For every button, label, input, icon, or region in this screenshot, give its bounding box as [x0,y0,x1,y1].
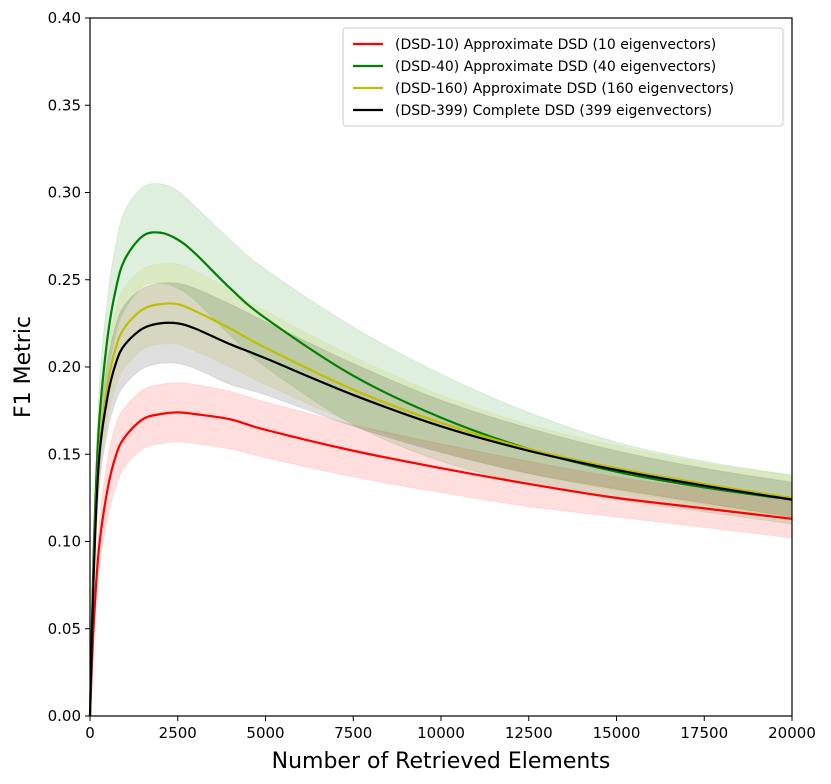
x-tick-label: 20000 [768,724,816,742]
x-tick-label: 12500 [505,724,553,742]
y-tick-label: 0.35 [48,96,81,114]
y-tick-label: 0.10 [48,533,81,551]
x-tick-label: 2500 [159,724,197,742]
y-tick-label: 0.40 [48,9,81,27]
legend: (DSD-10) Approximate DSD (10 eigenvector… [342,27,784,127]
x-axis-label: Number of Retrieved Elements [272,749,611,774]
y-axis-ticks: 0.00 0.05 0.10 0.15 0.20 0.25 0.30 0.35 0.40 [48,9,90,725]
legend-label-0: (DSD-10) Approximate DSD (10 eigenvector… [395,37,716,53]
series-3-line [88,321,793,717]
legend-label-1: (DSD-40) Approximate DSD (40 eigenvector… [395,59,716,75]
x-tick-label: 5000 [246,724,284,742]
y-tick-label: 0.25 [48,271,81,289]
x-tick-label: 7500 [334,724,372,742]
series-0-line [88,411,793,717]
legend-box [342,27,784,127]
x-axis-ticks: 0 2500 5000 7500 10000 12500 15000 17500 20000 [85,716,816,742]
x-tick-label: 15000 [593,724,641,742]
x-tick-label: 17500 [680,724,728,742]
series-1-band [89,182,793,717]
y-tick-label: 0.05 [48,620,81,638]
y-tick-label: 0.15 [48,445,81,463]
legend-label-2: (DSD-160) Approximate DSD (160 eigenvect… [395,81,734,97]
x-tick-label: 10000 [417,724,465,742]
y-axis-label: F1 Metric [11,316,36,418]
series-lines [88,231,793,717]
y-tick-label: 0.20 [48,358,81,376]
y-tick-label: 0.30 [48,184,81,202]
series-2-line [88,302,793,717]
x-tick-label: 0 [85,724,95,742]
legend-label-3: (DSD-399) Complete DSD (399 eigenvectors… [395,103,712,119]
series-3-band [89,282,793,717]
y-tick-label: 0.00 [48,707,81,725]
confidence-bands [89,182,793,717]
